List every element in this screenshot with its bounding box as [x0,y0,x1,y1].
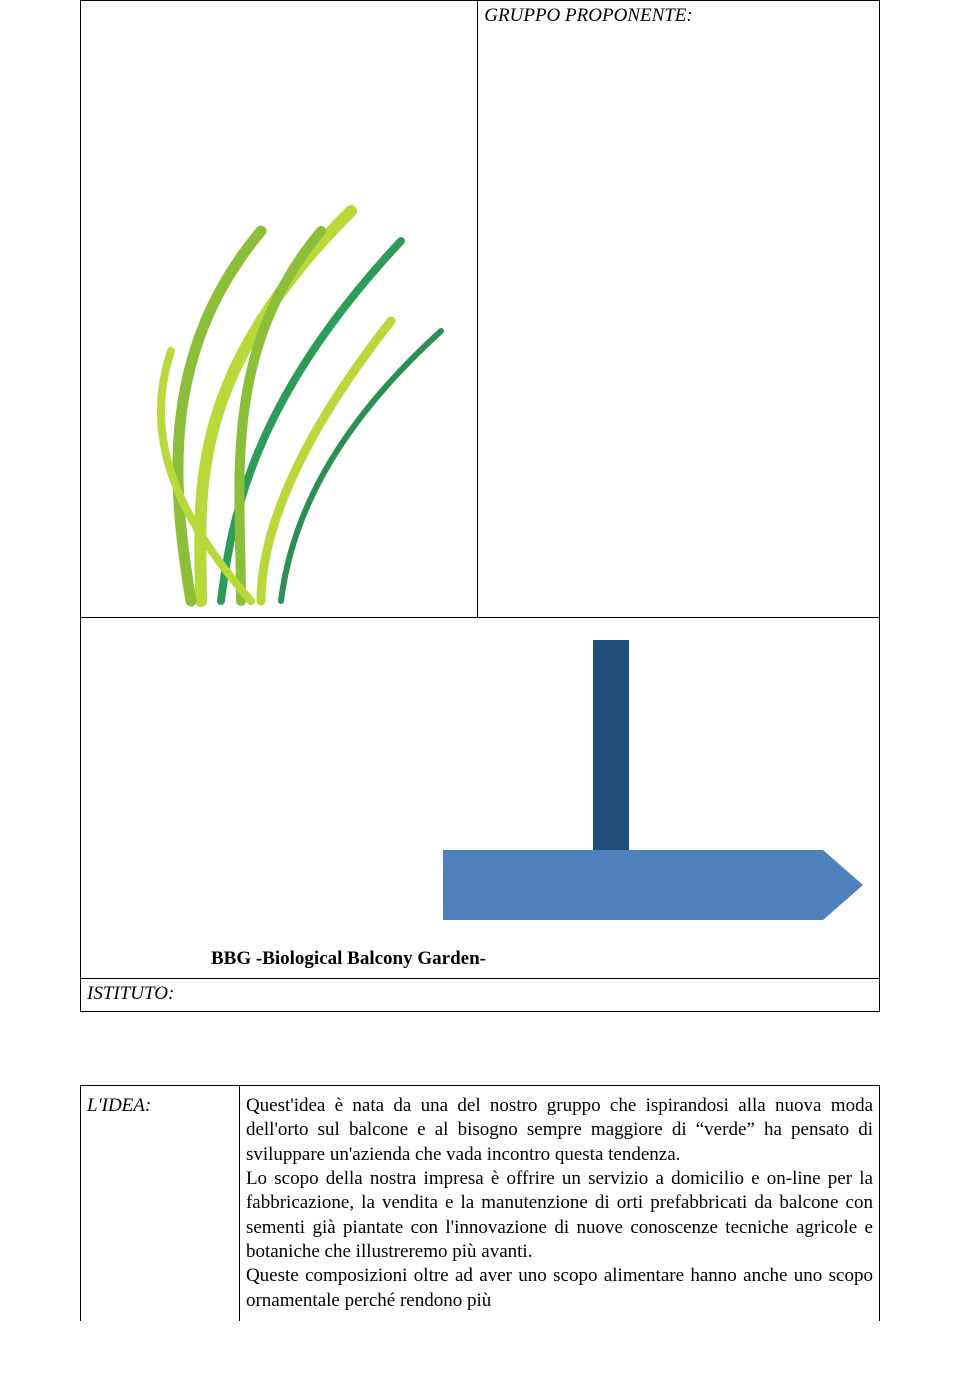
idea-label-cell: L'IDEA: [81,1086,240,1321]
lower-table: L'IDEA: Quest'idea è nata da una del nos… [80,1085,880,1321]
idea-text: Quest'idea è nata da una del nostro grup… [239,1086,879,1321]
istituto-label: ISTITUTO: [87,983,174,1004]
cell-istituto: ISTITUTO: [81,979,880,1012]
blue-shapes [443,640,863,920]
cell-bbg: BBG -Biological Balcony Garden- [81,618,880,979]
gruppo-label: GRUPPO PROPONENTE: [484,5,692,26]
bbg-title: BBG -Biological Balcony Garden- [211,948,486,970]
upper-table: GRUPPO PROPONENTE: BBG -Biological Balco… [80,0,880,1012]
cell-logo [81,1,478,618]
cell-gruppo: GRUPPO PROPONENTE: [478,1,880,618]
idea-label: L'IDEA: [87,1095,151,1116]
grass-illustration [121,201,461,621]
page: GRUPPO PROPONENTE: BBG -Biological Balco… [0,0,960,1395]
